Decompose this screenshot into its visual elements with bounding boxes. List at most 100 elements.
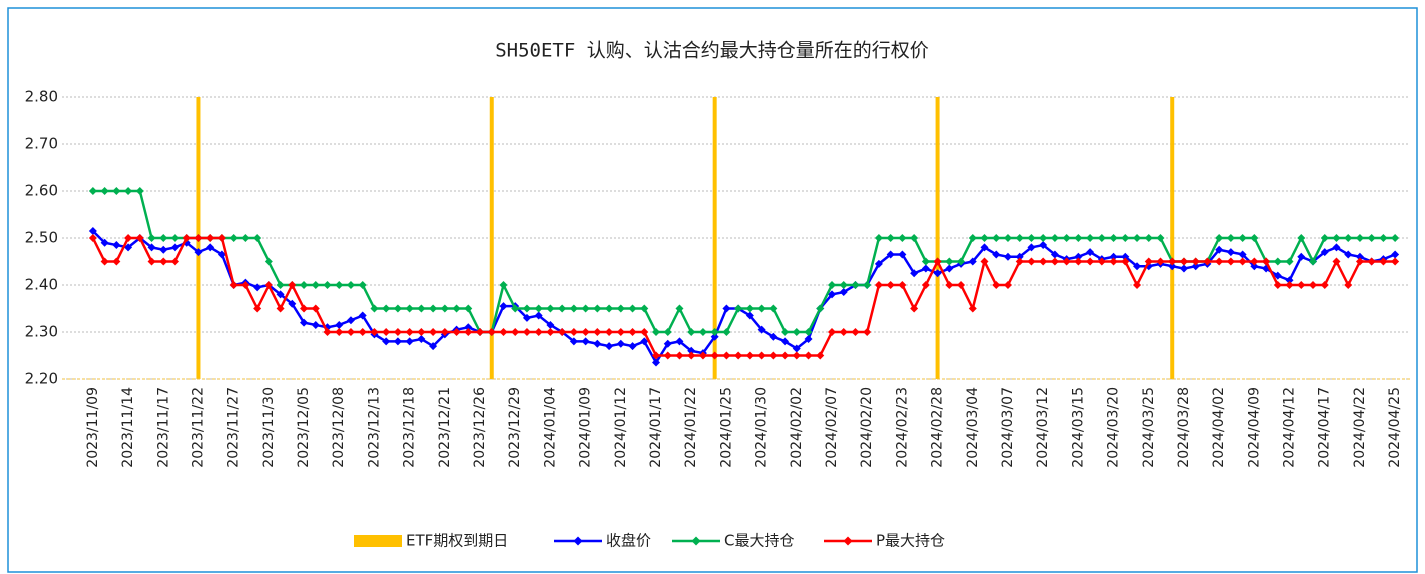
- data-point: [311, 320, 320, 329]
- data-point: [499, 281, 508, 289]
- data-point: [640, 304, 649, 313]
- data-point: [945, 264, 954, 273]
- data-point: [933, 257, 942, 266]
- data-point: [382, 328, 391, 336]
- data-point: [1039, 241, 1048, 250]
- data-point: [1238, 250, 1247, 259]
- data-point: [921, 264, 930, 273]
- y-tick-label: 2.80: [25, 88, 58, 106]
- data-point: [1109, 252, 1118, 261]
- data-point: [100, 187, 109, 195]
- data-point: [288, 281, 297, 289]
- x-tick-label: 2024/01/12: [613, 387, 629, 468]
- data-point: [346, 316, 355, 325]
- data-point: [745, 351, 754, 360]
- data-point: [1156, 257, 1165, 266]
- data-point: [405, 304, 414, 313]
- data-point: [675, 337, 684, 346]
- data-point: [851, 328, 860, 336]
- data-point: [135, 187, 144, 195]
- data-point: [898, 281, 907, 289]
- data-point: [147, 257, 156, 266]
- data-point: [1309, 281, 1318, 289]
- legend-item: P最大持仓: [824, 532, 945, 550]
- data-point: [1062, 234, 1071, 242]
- data-point: [851, 281, 860, 289]
- legend-item: C最大持仓: [672, 532, 794, 550]
- data-point: [112, 241, 121, 250]
- data-point: [757, 304, 766, 313]
- data-point: [159, 257, 168, 266]
- data-point: [135, 234, 144, 242]
- x-tick-label: 2024/03/15: [1070, 387, 1086, 468]
- data-point: [968, 257, 977, 266]
- data-point: [124, 234, 133, 242]
- data-point: [229, 234, 238, 242]
- data-point: [1039, 257, 1048, 266]
- data-point: [1109, 257, 1118, 266]
- data-point: [1086, 248, 1095, 257]
- data-point: [1156, 234, 1165, 242]
- data-point: [1074, 252, 1083, 261]
- data-point: [1144, 257, 1153, 266]
- data-point: [382, 304, 391, 313]
- data-point: [992, 250, 1001, 259]
- data-point: [1015, 257, 1024, 266]
- data-point: [112, 187, 121, 195]
- data-point: [159, 245, 168, 254]
- data-point: [663, 328, 672, 336]
- data-point: [945, 257, 954, 266]
- data-point: [1062, 257, 1071, 266]
- legend: ETF期权到期日 收盘价 C最大持仓 P最大持仓: [354, 532, 945, 550]
- data-point: [1027, 243, 1036, 252]
- data-point: [933, 269, 942, 278]
- data-point: [300, 304, 309, 313]
- data-point: [957, 281, 966, 289]
- data-point: [88, 187, 97, 195]
- data-point: [323, 328, 332, 336]
- x-tick-label: 2024/01/17: [648, 387, 664, 468]
- x-tick-label: 2023/12/21: [437, 387, 453, 468]
- data-point: [1144, 234, 1153, 242]
- data-point: [1250, 262, 1259, 271]
- legend-marker: [573, 536, 583, 546]
- data-point: [124, 187, 133, 195]
- data-point: [1344, 281, 1353, 289]
- data-point: [335, 320, 344, 329]
- data-point: [652, 328, 661, 336]
- data-point: [616, 328, 625, 336]
- data-point: [323, 281, 332, 289]
- data-point: [417, 335, 426, 344]
- data-point: [980, 234, 989, 242]
- data-point: [663, 351, 672, 360]
- data-point: [816, 304, 825, 313]
- data-point: [1250, 257, 1259, 266]
- data-point: [346, 281, 355, 289]
- data-point: [558, 304, 567, 313]
- data-point: [417, 304, 426, 313]
- legend-item: 收盘价: [554, 532, 651, 550]
- data-point: [745, 304, 754, 313]
- data-point: [217, 234, 226, 242]
- chart-frame: [7, 7, 1418, 573]
- data-point: [546, 320, 555, 329]
- data-point: [886, 281, 895, 289]
- data-point: [358, 281, 367, 289]
- x-tick-label: 2024/04/02: [1211, 387, 1227, 468]
- data-point: [276, 304, 285, 313]
- data-point: [346, 328, 355, 336]
- data-point: [393, 337, 402, 346]
- data-point: [710, 332, 719, 341]
- data-point: [698, 351, 707, 360]
- x-tick-label: 2024/02/23: [894, 387, 910, 468]
- data-point: [1215, 245, 1224, 254]
- data-point: [241, 234, 250, 242]
- y-tick-label: 2.50: [25, 229, 58, 247]
- data-point: [429, 342, 438, 351]
- data-point: [159, 234, 168, 242]
- data-point: [827, 281, 836, 289]
- x-tick-label: 2023/12/08: [331, 387, 347, 468]
- x-tick-label: 2024/03/07: [1000, 387, 1016, 468]
- data-point: [1179, 257, 1188, 266]
